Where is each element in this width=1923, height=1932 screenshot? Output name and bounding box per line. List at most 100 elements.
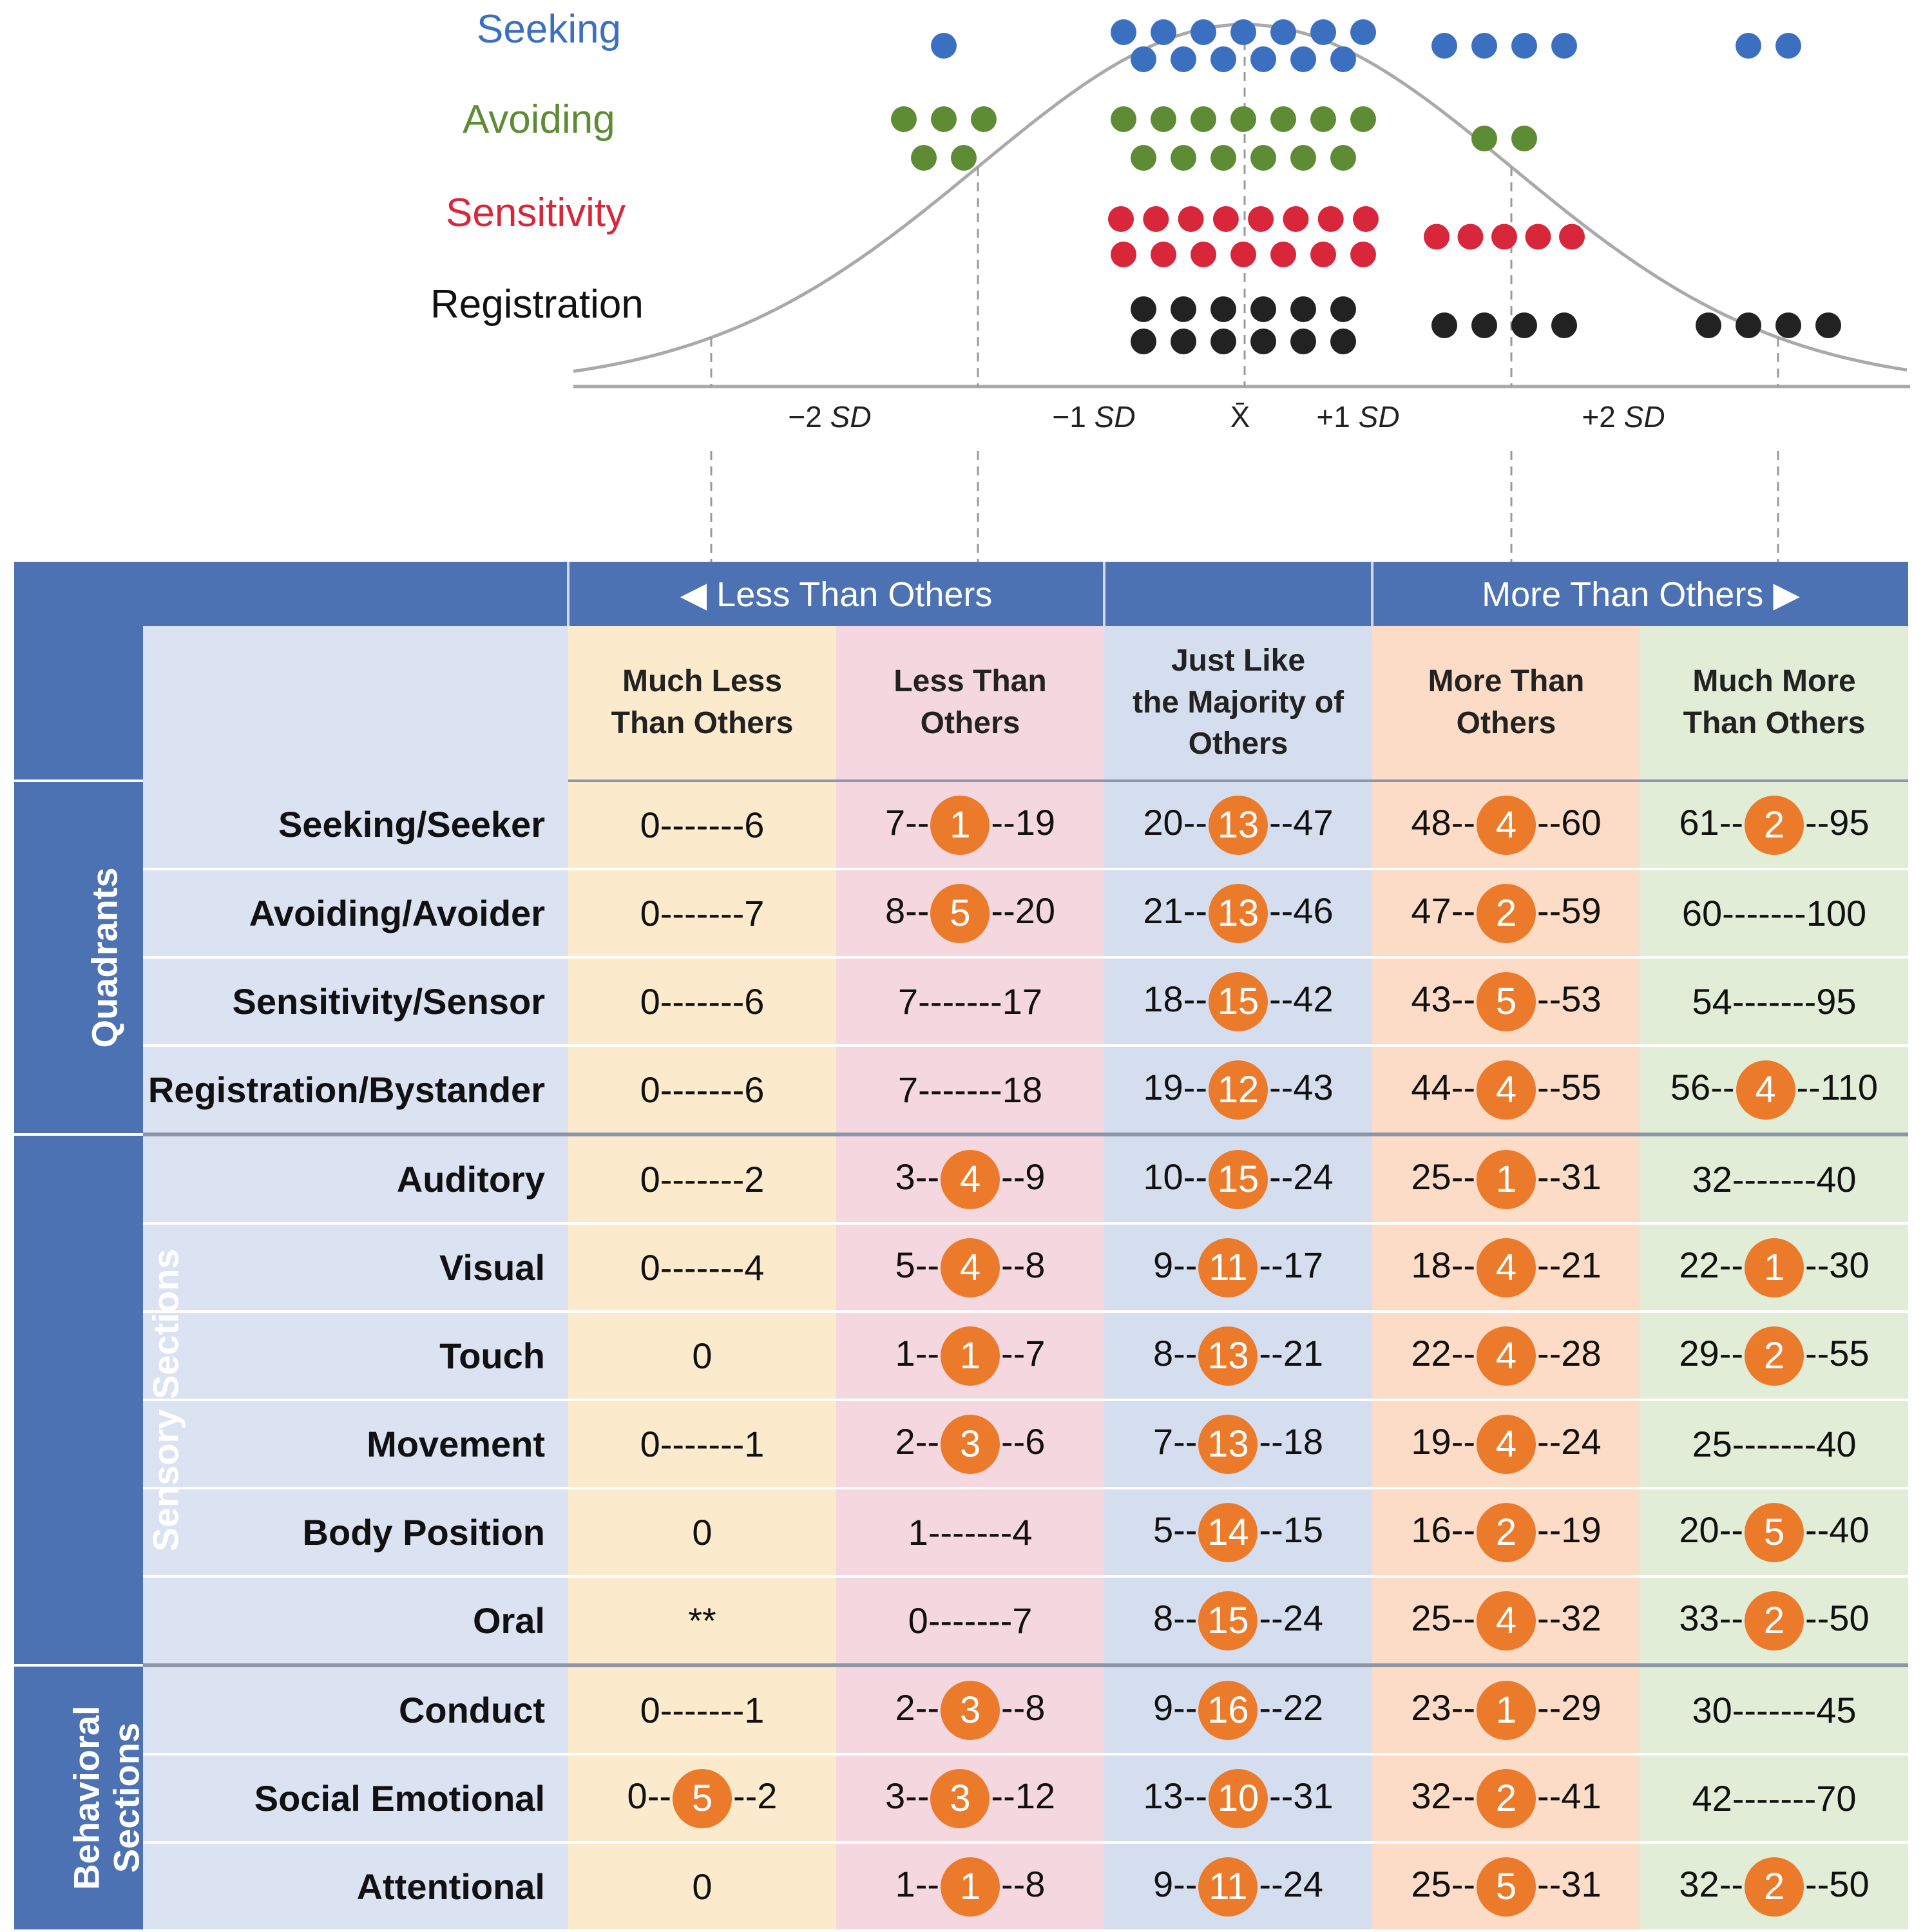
- count-badge: 4: [941, 1238, 1000, 1297]
- score-cell-less: 7-- 1 --19: [836, 781, 1104, 870]
- column-header-much-more: Much More Than Others: [1640, 626, 1908, 782]
- row-label: Sensitivity/Sensor: [143, 957, 568, 1047]
- range-low: 43--: [1411, 978, 1475, 1019]
- row-label: Attentional: [143, 1842, 568, 1932]
- range-high: --24: [1537, 1420, 1602, 1462]
- score-cell-more: 43-- 5 --53: [1372, 957, 1640, 1047]
- dot-registration: [1696, 312, 1721, 338]
- row-label: Social Emotional: [143, 1754, 568, 1844]
- rowlabel-blank: [143, 626, 568, 781]
- dot-avoiding: [1131, 145, 1156, 171]
- range-low: 9--: [1153, 1687, 1198, 1728]
- score-cell-much-less: 0-------6: [568, 781, 836, 870]
- dot-avoiding: [1171, 145, 1196, 171]
- header-right-label: More Than Others: [1482, 575, 1764, 614]
- dot-avoiding: [911, 145, 937, 171]
- column-header-more: More Than Others: [1372, 626, 1640, 782]
- table-row: Attentional 0 1-- 1 --8 9-- 11 --24 25-- 5 --31 32-…: [14, 1842, 1908, 1932]
- score-cell-less: 2-- 3 --8: [836, 1665, 1104, 1755]
- score-range: 32-------40: [1692, 1159, 1857, 1200]
- dot-seeking: [1551, 33, 1577, 59]
- range-high: --21: [1259, 1332, 1324, 1373]
- range-high: --41: [1537, 1775, 1602, 1816]
- range-low: 29--: [1679, 1332, 1743, 1373]
- row-label: Avoiding/Avoider: [143, 869, 568, 959]
- dot-registration: [1250, 329, 1276, 354]
- column-header-less: Less Than Others: [836, 626, 1104, 782]
- range-low: 25--: [1411, 1863, 1475, 1904]
- score-cell-much-less: 0-------2: [568, 1134, 836, 1225]
- range-high: --15: [1259, 1509, 1324, 1550]
- dot-seeking: [1191, 19, 1216, 45]
- count-badge: 5: [1745, 1502, 1804, 1562]
- range-high: --40: [1805, 1509, 1870, 1550]
- count-badge: 2: [1745, 1326, 1804, 1386]
- table-row: Quadrants Seeking/Seeker 0-------6 7-- 1 --19…: [14, 781, 1908, 1136]
- range-low: 22--: [1411, 1332, 1475, 1373]
- dot-registration: [1131, 296, 1156, 322]
- range-high: --6: [1001, 1420, 1046, 1462]
- range-high: --53: [1537, 978, 1602, 1019]
- dot-registration: [1250, 296, 1276, 322]
- count-badge: 1: [930, 795, 990, 855]
- dot-seeking: [1151, 19, 1176, 45]
- table-row: Oral ** 0-------7 8-- 15 --24 25-- 4 --32 33-- 2 --…: [14, 1576, 1908, 1667]
- score-cell-much-more: 20-- 5 --40: [1640, 1488, 1908, 1578]
- header-more-than-others: More Than Others ▶: [1371, 562, 1908, 626]
- range-low: 25--: [1411, 1597, 1475, 1638]
- column-header-text: Just Like the Majority of Others: [1132, 643, 1344, 761]
- tick-minus1-sd: −1 SD: [1052, 400, 1136, 434]
- count-badge: 5: [930, 883, 990, 943]
- score-range: 0-------1: [640, 1690, 765, 1730]
- dot-registration: [1290, 329, 1316, 354]
- dot-seeking: [1431, 33, 1457, 59]
- score-cell-typical: 9-- 16 --22: [1104, 1665, 1372, 1755]
- range-high: --24: [1269, 1156, 1334, 1197]
- dot-registration: [1290, 296, 1316, 322]
- score-cell-much-more: 32-------40: [1640, 1134, 1908, 1225]
- score-cell-much-less: 0-------1: [568, 1400, 836, 1489]
- count-badge: 1: [1477, 1680, 1536, 1740]
- score-cell-typical: 20-- 13 --47: [1104, 781, 1372, 870]
- score-range: 0-------7: [640, 893, 765, 933]
- range-high: --17: [1259, 1244, 1324, 1285]
- score-cell-much-less: 0-------7: [568, 869, 836, 959]
- score-range: 0-------6: [640, 1069, 765, 1110]
- range-low: 9--: [1153, 1244, 1198, 1285]
- dot-registration: [1551, 312, 1577, 338]
- dot-sensitivity: [1457, 224, 1484, 250]
- dot-avoiding: [951, 145, 977, 171]
- dot-avoiding: [1230, 106, 1256, 132]
- range-low: 48--: [1411, 801, 1475, 843]
- range-low: 32--: [1679, 1863, 1743, 1904]
- range-low: 56--: [1670, 1066, 1735, 1107]
- range-high: --9: [1001, 1156, 1046, 1197]
- row-label: Registration/Bystander: [143, 1046, 568, 1136]
- corner-cell: [14, 562, 568, 626]
- group-label-behavioral-sections: Behavioral Sections: [14, 1665, 146, 1932]
- score-cell-less: 3-- 4 --9: [836, 1134, 1104, 1225]
- range-low: 21--: [1143, 890, 1207, 931]
- dot-sensitivity: [1353, 206, 1379, 232]
- range-high: --8: [1001, 1687, 1046, 1728]
- score-cell-much-more: 60-------100: [1640, 869, 1908, 959]
- dot-sensitivity: [1108, 206, 1134, 232]
- range-high: --31: [1537, 1156, 1602, 1197]
- count-badge: 5: [1477, 971, 1536, 1031]
- range-high: --42: [1269, 978, 1334, 1019]
- range-low: 23--: [1411, 1687, 1475, 1728]
- row-label: Visual: [143, 1223, 568, 1313]
- score-cell-much-less: 0-------6: [568, 1046, 836, 1136]
- column-header-text: Much Less Than Others: [611, 664, 794, 740]
- dot-sensitivity: [1559, 224, 1585, 250]
- dot-seeking: [1736, 33, 1761, 59]
- range-high: --21: [1537, 1244, 1602, 1285]
- count-badge: 13: [1209, 883, 1268, 943]
- dot-sensitivity: [1283, 206, 1309, 232]
- range-high: --46: [1269, 890, 1334, 931]
- count-badge: 15: [1198, 1591, 1258, 1650]
- count-badge: 4: [941, 1149, 1000, 1209]
- count-badge: 4: [1477, 1238, 1536, 1297]
- dot-avoiding: [1210, 145, 1236, 171]
- range-low: 8--: [885, 890, 930, 931]
